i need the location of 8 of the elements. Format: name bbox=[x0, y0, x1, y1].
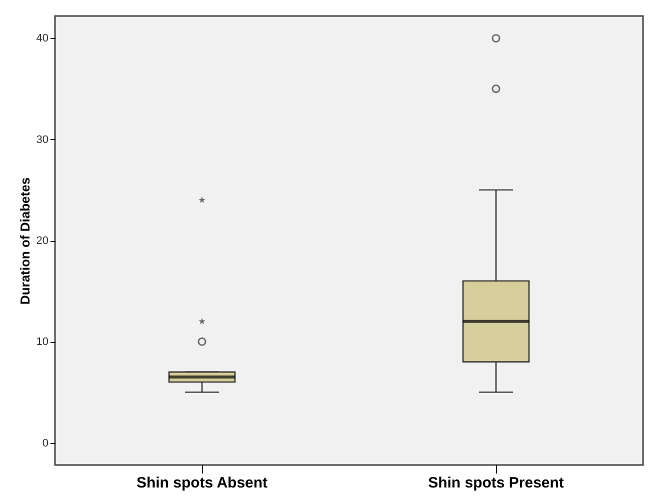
x-tick-label: Shin spots Absent bbox=[136, 474, 268, 492]
y-tick-label: 30 bbox=[36, 134, 48, 146]
y-tick-label: 10 bbox=[36, 336, 48, 348]
y-tick-label: 0 bbox=[42, 437, 48, 450]
y-tick-label: 40 bbox=[36, 32, 48, 45]
y-tick-label: 20 bbox=[36, 235, 48, 247]
x-tick-label: Shin spots Present bbox=[428, 474, 564, 492]
y-axis-title: Duration of Diabetes bbox=[17, 177, 32, 305]
